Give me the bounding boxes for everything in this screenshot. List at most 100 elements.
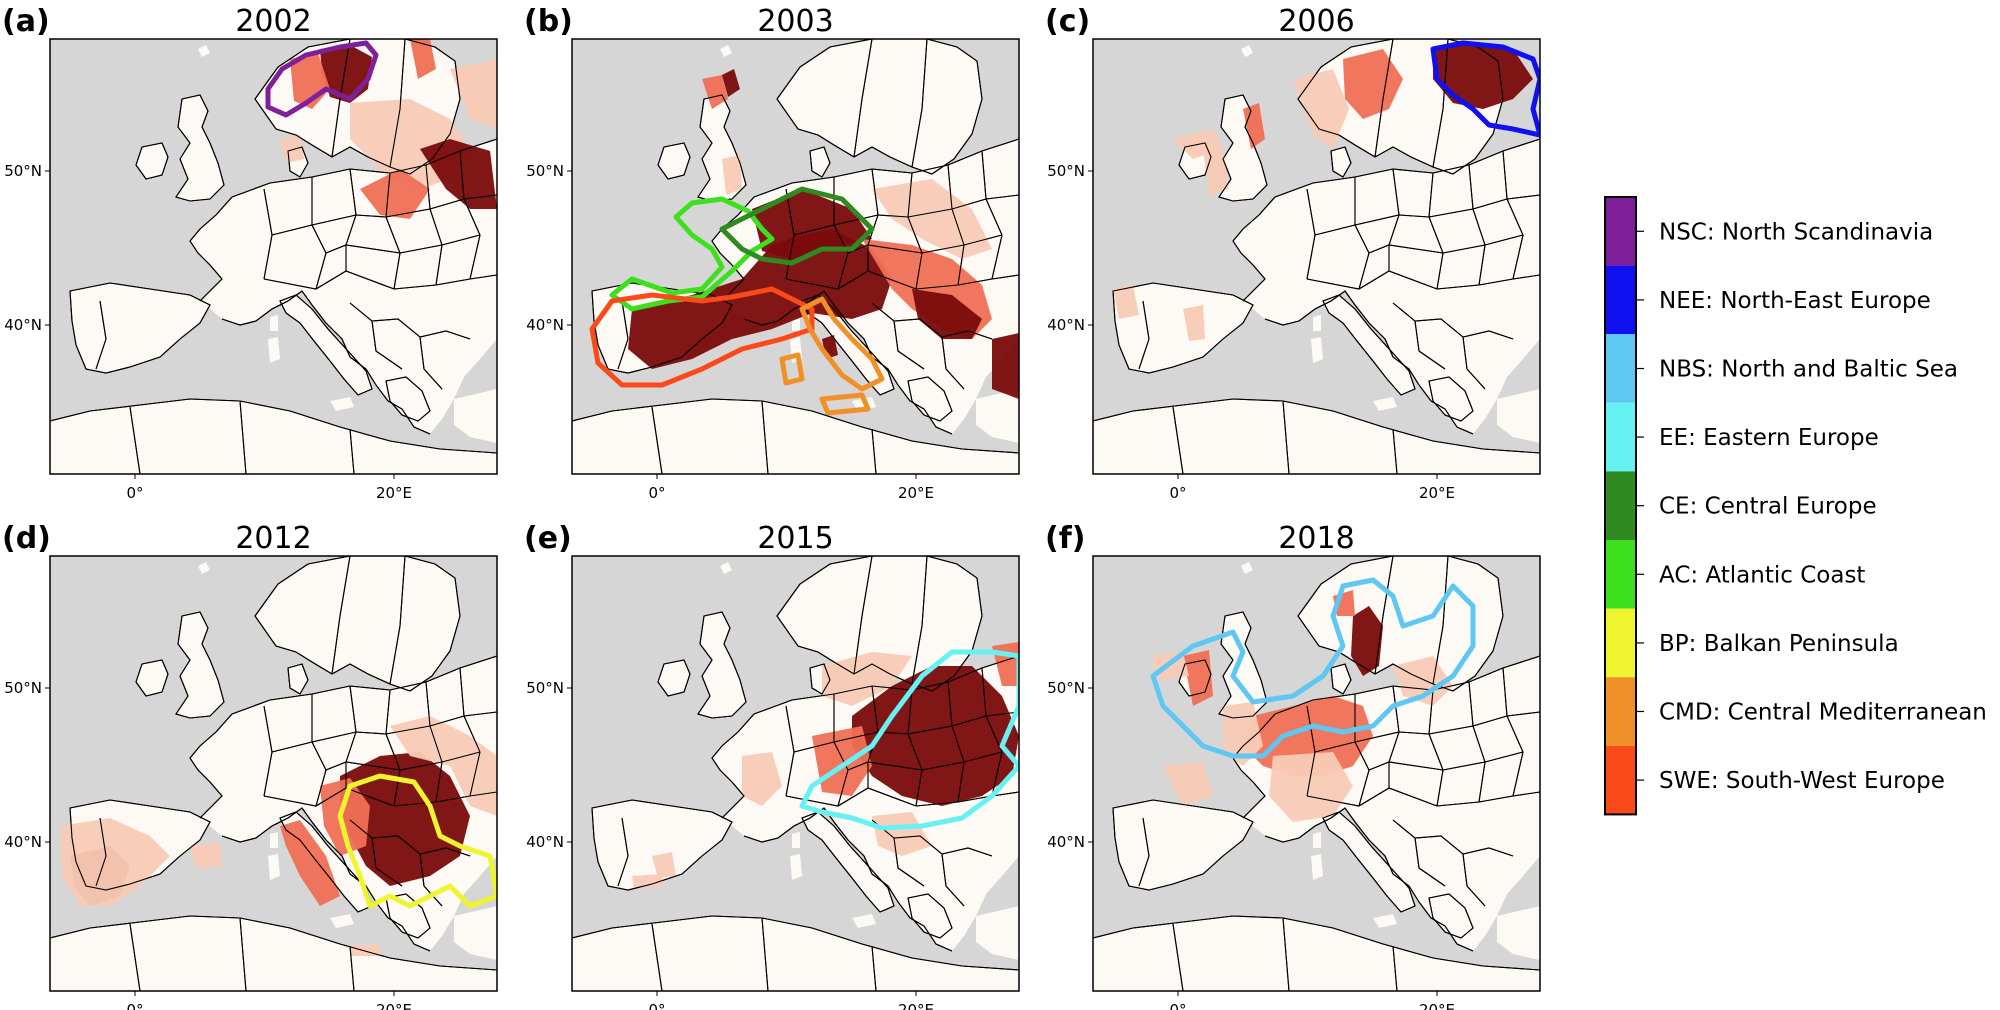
heat-area [280, 820, 340, 906]
lat-tick-label: 40°N [1047, 316, 1085, 334]
legend-label-swe: SWE: South-West Europe [1659, 768, 1945, 794]
map-panel-b: (b) 2003 50°N 40°N 0° 20°E [524, 4, 1020, 502]
legend-label-nbs: NBS: North and Baltic Sea [1659, 357, 1958, 383]
legend-swatch-swe [1605, 745, 1636, 815]
map-panel-f: (f) 2018 50°N 40°N 0° 20°E [1045, 521, 1541, 1010]
lon-tick-label: 0° [1169, 484, 1186, 502]
legend-frame [1604, 196, 1637, 816]
lon-tick-label: 0° [648, 1001, 665, 1010]
region-outline-bp [337, 773, 497, 909]
map-panels: (a) 2002 50°N 40°N 0° 20°E [2, 4, 1541, 1010]
region-outline-cmd [779, 352, 805, 386]
region-outline-nsc [265, 40, 379, 118]
heat-area [852, 666, 1019, 806]
region-outline-cmd [799, 296, 885, 392]
lat-tick-label: 40°N [526, 833, 564, 851]
lon-tick-label: 20°E [898, 1001, 934, 1010]
legend-label-ce: CE: Central Europe [1659, 494, 1877, 520]
heat-area [1293, 69, 1349, 149]
heat-area [702, 75, 728, 109]
lon-tick-label: 20°E [898, 484, 934, 502]
legend-label-nsc: NSC: North Scandinavia [1659, 219, 1933, 245]
map-panel-c: (c) 2006 50°N 40°N 0° 20°E [1045, 4, 1541, 502]
panel-title: 2015 [757, 521, 833, 556]
lat-tick-label: 50°N [526, 679, 564, 697]
region-outline-ee [799, 649, 1019, 831]
heat-area [320, 778, 370, 856]
panel-label: (c) [1045, 4, 1090, 39]
region-outline-nbs [1150, 577, 1476, 759]
region-outline-cmd [819, 392, 871, 416]
heat-area [450, 59, 497, 129]
panel-label: (f) [1045, 521, 1085, 556]
map-frame [1092, 555, 1541, 992]
heat-area [722, 155, 742, 195]
legend-swatch-bp [1605, 608, 1636, 678]
lat-tick-label: 50°N [1047, 679, 1085, 697]
heat-area [60, 818, 170, 906]
heat-area [742, 752, 782, 806]
lon-tick-label: 20°E [1419, 484, 1455, 502]
heat-area [280, 135, 304, 163]
heat-area [1351, 606, 1383, 676]
map-frame [1092, 38, 1541, 475]
heat-area [722, 69, 740, 97]
map-area [1093, 39, 1540, 474]
heat-area [1243, 103, 1265, 149]
legend-swatch-nee [1605, 265, 1636, 335]
panel-label: (b) [524, 4, 573, 39]
heat-area [632, 874, 664, 888]
lat-tick-label: 40°N [4, 833, 42, 851]
lon-tick-label: 20°E [376, 484, 412, 502]
legend-swatch-nbs [1605, 334, 1636, 403]
map-area [50, 39, 497, 474]
lon-tick-label: 0° [126, 484, 143, 502]
heat-area [628, 229, 892, 369]
base-map [50, 39, 497, 474]
panel-label: (d) [2, 521, 51, 556]
legend-swatch-ce [1605, 471, 1636, 540]
heat-area [822, 652, 912, 706]
heat-area [190, 842, 222, 868]
lat-tick-label: 40°N [1047, 833, 1085, 851]
legend-swatch-nsc [1605, 197, 1636, 266]
legend-label-ee: EE: Eastern Europe [1659, 425, 1879, 451]
legend-label-bp: BP: Balkan Peninsula [1659, 631, 1899, 657]
panel-title: 2012 [235, 521, 311, 556]
country-borders [1093, 39, 1540, 474]
panel-label: (a) [2, 4, 50, 39]
map-area [1093, 556, 1540, 991]
lon-tick-label: 0° [1169, 1001, 1186, 1010]
heat-area [390, 716, 497, 816]
map-frame [49, 38, 498, 475]
heat-area [1113, 285, 1139, 319]
lon-tick-label: 0° [126, 1001, 143, 1010]
lon-tick-label: 20°E [1419, 1001, 1455, 1010]
lat-tick-label: 40°N [526, 316, 564, 334]
heat-area [1183, 305, 1205, 341]
heat-area [410, 39, 436, 79]
panel-title: 2003 [757, 4, 833, 39]
map-panel-a: (a) 2002 50°N 40°N 0° 20°E [2, 4, 498, 502]
panel-title: 2018 [1278, 521, 1354, 556]
heat-area [1393, 656, 1453, 706]
region-outline-nee [1430, 40, 1540, 138]
heat-area [1433, 43, 1533, 109]
legend-label-ac: AC: Atlantic Coast [1659, 562, 1865, 588]
lat-tick-label: 50°N [4, 679, 42, 697]
panel-title: 2002 [235, 4, 311, 39]
legend-swatch-cmd [1605, 677, 1636, 746]
heat-area [360, 169, 430, 219]
map-frame [571, 555, 1020, 992]
map-frame [571, 38, 1020, 475]
map-frame [49, 555, 498, 992]
heat-area [1163, 762, 1213, 806]
map-panel-e: (e) 2015 50°N 40°N 0° 20°E [524, 521, 1020, 1010]
lon-tick-label: 0° [648, 484, 665, 502]
map-area [50, 556, 497, 991]
lon-tick-label: 20°E [376, 1001, 412, 1010]
heat-area [420, 139, 497, 209]
lat-tick-label: 50°N [4, 162, 42, 180]
map-panel-d: (d) 2012 50°N 40°N 0° 20°E [2, 521, 498, 1010]
